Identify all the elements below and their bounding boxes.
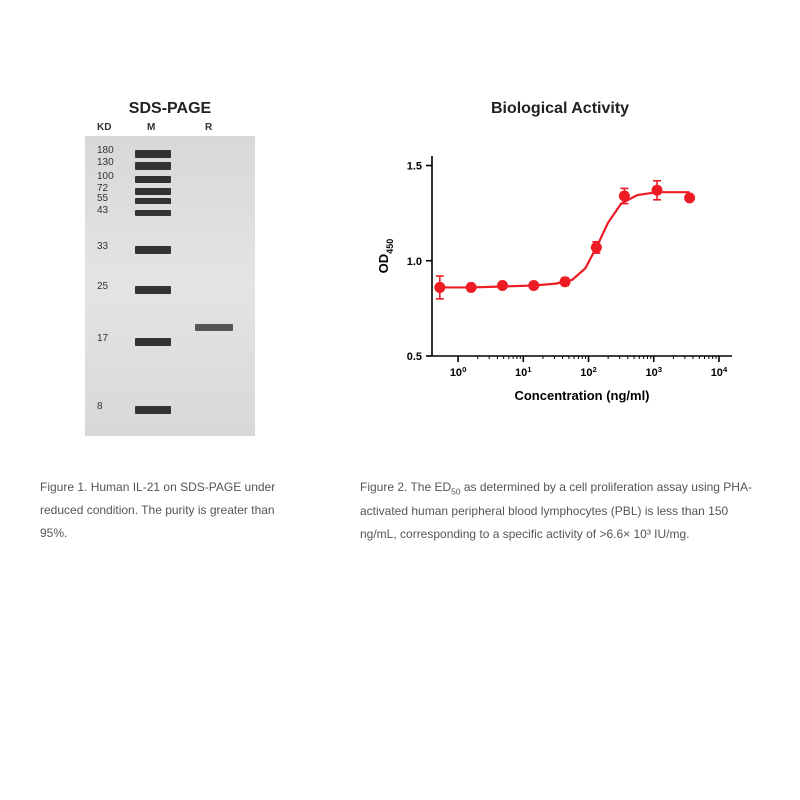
gel-marker-band <box>135 198 171 204</box>
gel-marker-band <box>135 286 171 294</box>
gel-marker-label: 43 <box>97 205 123 216</box>
gel-marker-band <box>135 246 171 254</box>
gel-marker-band <box>135 188 171 195</box>
kd-label: KD <box>97 122 111 133</box>
svg-text:1.0: 1.0 <box>407 256 422 268</box>
gel-marker-band <box>135 338 171 346</box>
gel-marker-label: 130 <box>97 157 123 168</box>
bioactivity-title: Biological Activity <box>491 100 629 118</box>
gel-sample-band <box>195 324 233 331</box>
svg-text:1.5: 1.5 <box>407 161 422 173</box>
svg-text:OD450: OD450 <box>376 239 395 274</box>
sds-page-title: SDS-PAGE <box>129 100 211 118</box>
gel-image: KD M R 1801301007255433325178 <box>85 136 255 436</box>
figure1-caption: Figure 1. Human IL-21 on SDS-PAGE under … <box>40 476 300 544</box>
gel-marker-label: 55 <box>97 193 123 204</box>
gel-marker-label: 180 <box>97 145 123 156</box>
r-lane-label: R <box>205 122 212 133</box>
gel-marker-band <box>135 176 171 183</box>
sds-page-panel: SDS-PAGE KD M R 1801301007255433325178 <box>40 100 300 436</box>
gel-marker-band <box>135 150 171 158</box>
gel-marker-label: 25 <box>97 281 123 292</box>
svg-text:104: 104 <box>711 365 728 380</box>
bioactivity-panel: Biological Activity 0.5 1.0 1.5 100 101 102 10… <box>360 100 760 436</box>
svg-text:100: 100 <box>450 365 467 380</box>
gel-marker-band <box>135 210 171 216</box>
dose-response-chart: 0.5 1.0 1.5 100 101 102 103 104 Concentration (n… <box>360 136 760 416</box>
gel-marker-band <box>135 406 171 414</box>
gel-marker-label: 100 <box>97 171 123 182</box>
gel-marker-label: 8 <box>97 401 123 412</box>
svg-text:102: 102 <box>580 365 597 380</box>
svg-text:101: 101 <box>515 365 532 380</box>
figure2-caption: Figure 2. The ED50 as determined by a ce… <box>360 476 760 546</box>
m-lane-label: M <box>147 122 155 133</box>
svg-text:0.5: 0.5 <box>407 351 422 363</box>
svg-text:Concentration (ng/ml): Concentration (ng/ml) <box>514 388 649 403</box>
gel-marker-label: 17 <box>97 333 123 344</box>
gel-marker-label: 33 <box>97 241 123 252</box>
svg-text:103: 103 <box>645 365 662 380</box>
gel-marker-band <box>135 162 171 170</box>
